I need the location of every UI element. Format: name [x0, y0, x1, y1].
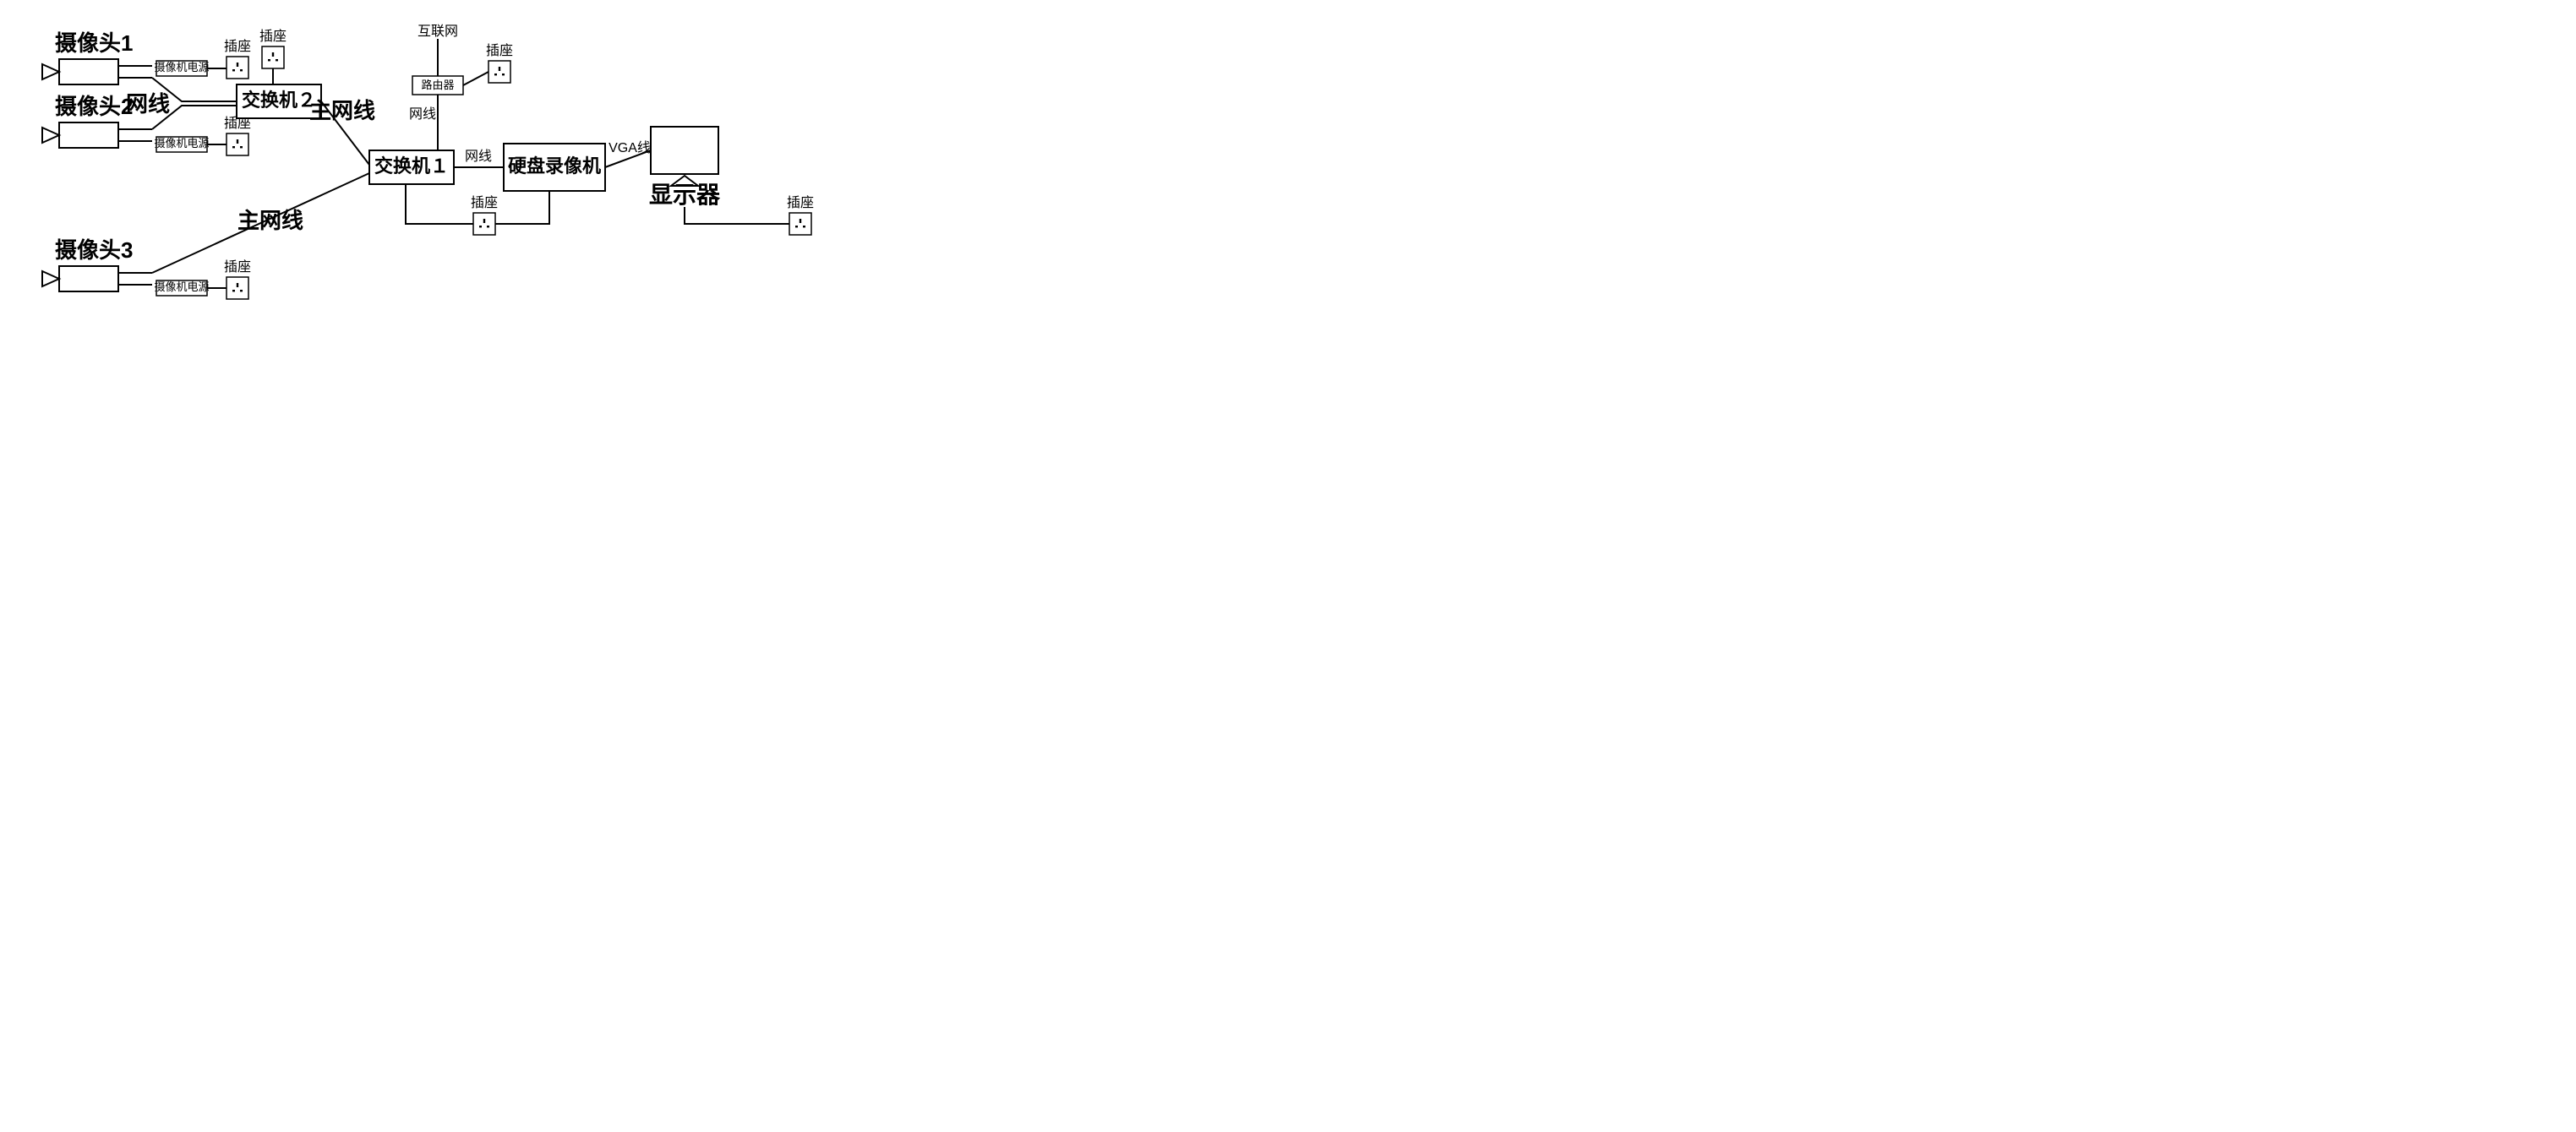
svg-text:摄像机电源: 摄像机电源 — [154, 280, 209, 293]
svg-text:插座: 插座 — [259, 29, 287, 44]
svg-text:插座: 插座 — [471, 195, 498, 210]
svg-text:交换机２: 交换机２ — [242, 90, 316, 111]
svg-text:交换机１: 交换机１ — [374, 155, 449, 177]
svg-text:主网线: 主网线 — [309, 98, 375, 123]
network-diagram: 摄像头1摄像头2摄像头3摄像机电源摄像机电源摄像机电源插座插座插座插座插座插座插… — [0, 0, 1288, 566]
svg-text:摄像头3: 摄像头3 — [55, 237, 133, 263]
svg-text:VGA线: VGA线 — [609, 140, 651, 155]
svg-text:摄像头2: 摄像头2 — [55, 94, 133, 119]
svg-text:主网线: 主网线 — [237, 208, 303, 233]
svg-text:网线: 网线 — [126, 91, 170, 117]
svg-text:硬盘录像机: 硬盘录像机 — [508, 155, 601, 177]
svg-text:摄像机电源: 摄像机电源 — [154, 61, 209, 73]
svg-text:插座: 插座 — [224, 259, 251, 275]
svg-text:插座: 插座 — [224, 39, 251, 54]
svg-text:路由器: 路由器 — [421, 79, 454, 91]
svg-text:插座: 插座 — [486, 43, 513, 58]
svg-text:显示器: 显示器 — [649, 182, 721, 208]
svg-text:插座: 插座 — [787, 195, 814, 210]
svg-text:互联网: 互联网 — [418, 24, 458, 39]
svg-text:摄像机电源: 摄像机电源 — [154, 137, 209, 150]
svg-text:网线: 网线 — [465, 149, 492, 164]
svg-text:网线: 网线 — [409, 106, 436, 122]
svg-text:摄像头1: 摄像头1 — [55, 30, 133, 56]
